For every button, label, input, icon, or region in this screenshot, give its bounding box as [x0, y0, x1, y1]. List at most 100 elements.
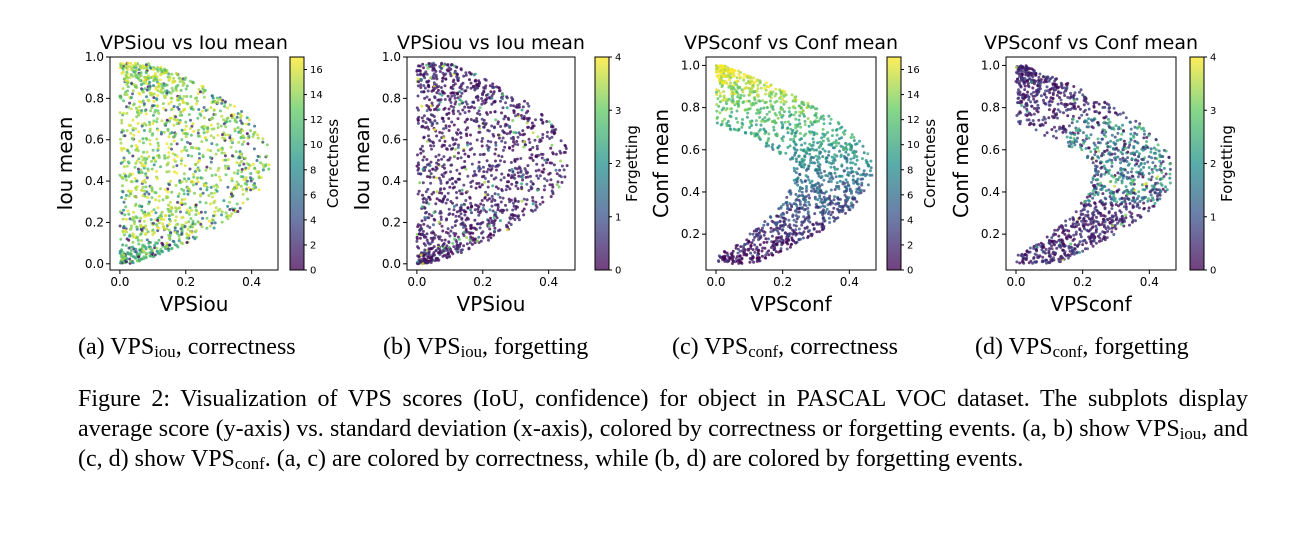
scatter-point: [444, 246, 448, 250]
scatter-point: [156, 251, 160, 255]
scatter-point: [156, 229, 160, 233]
scatter-point: [1078, 227, 1082, 231]
scatter-point: [172, 139, 176, 143]
scatter-point: [501, 148, 505, 152]
scatter-point: [449, 247, 452, 251]
scatter-point: [1037, 106, 1041, 110]
scatter-point: [440, 251, 443, 255]
scatter-point: [739, 70, 742, 74]
scatter-point: [497, 136, 501, 140]
scatter-point: [513, 142, 517, 146]
scatter-point: [730, 92, 734, 96]
scatter-point: [153, 191, 157, 194]
scatter-point: [715, 109, 719, 113]
scatter-point: [767, 237, 770, 241]
scatter-point: [863, 174, 867, 178]
scatter-point: [143, 164, 147, 168]
scatter-point: [192, 172, 196, 176]
scatter-point: [449, 229, 453, 233]
scatter-point: [483, 196, 487, 200]
scatter-point: [816, 171, 820, 175]
scatter-point: [185, 241, 189, 244]
scatter-point: [545, 130, 549, 134]
scatter-point: [722, 106, 725, 110]
scatter-point: [189, 217, 193, 221]
scatter-point: [819, 189, 823, 193]
y-tick-label: 0.8: [85, 91, 104, 105]
scatter-point: [177, 107, 181, 111]
scatter-point: [491, 164, 494, 168]
scatter-point: [466, 154, 470, 158]
scatter-point: [242, 178, 246, 181]
scatter-point: [421, 181, 425, 185]
scatter-point: [241, 134, 245, 138]
scatter-point: [848, 147, 852, 151]
scatter-point: [245, 187, 249, 191]
scatter-point: [1124, 116, 1128, 120]
scatter-point: [1107, 103, 1111, 107]
scatter-point: [150, 133, 154, 137]
scatter-point: [143, 122, 146, 125]
scatter-point: [236, 169, 240, 173]
scatter-point: [514, 114, 518, 118]
scatter-point: [423, 76, 427, 80]
scatter-point: [539, 152, 543, 156]
scatter-point: [223, 100, 227, 104]
scatter-point: [722, 257, 726, 261]
scatter-point: [240, 110, 244, 113]
scatter-point: [454, 100, 458, 104]
scatter-point: [171, 89, 175, 93]
colorbar-tick-label: 12: [907, 115, 920, 126]
scatter-point: [267, 167, 271, 171]
scatter-point: [762, 241, 766, 244]
scatter-point: [768, 94, 772, 98]
scatter-point: [493, 226, 497, 230]
y-tick-label: 0.2: [681, 227, 700, 241]
scatter-point: [503, 160, 506, 164]
scatter-point: [164, 188, 167, 192]
scatter-point: [815, 148, 818, 152]
scatter-point: [209, 134, 213, 138]
scatter-point: [210, 127, 214, 131]
y-tick-label: 0.8: [382, 91, 401, 105]
scatter-point: [447, 207, 451, 211]
scatter-point: [503, 145, 507, 149]
scatter-point: [1093, 153, 1097, 157]
scatter-point: [170, 108, 173, 112]
scatter-point: [1081, 131, 1085, 135]
scatter-point: [754, 119, 758, 123]
scatter-point: [830, 134, 834, 138]
scatter-point: [852, 135, 856, 139]
scatter-point: [477, 165, 481, 168]
scatter-point: [496, 133, 500, 137]
scatter-point: [755, 89, 759, 93]
scatter-point: [1050, 247, 1054, 251]
scatter-point: [800, 157, 804, 161]
scatter-point: [435, 91, 439, 95]
colorbar-label: Correctness: [324, 119, 342, 208]
scatter-point: [758, 138, 762, 141]
scatter-point: [745, 108, 749, 112]
scatter-point: [1147, 155, 1151, 159]
scatter-point: [216, 185, 220, 189]
scatter-point: [140, 124, 144, 128]
scatter-point: [866, 183, 870, 187]
scatter-point: [147, 245, 151, 249]
scatter-point: [1142, 201, 1146, 205]
scatter-point: [496, 208, 500, 212]
scatter-point: [450, 94, 454, 98]
scatter-point: [453, 142, 457, 146]
colorbar-tick-label: 14: [907, 90, 920, 101]
scatter-point: [524, 169, 528, 173]
scatter-point: [434, 202, 438, 206]
scatter-point: [446, 63, 450, 67]
scatter-point: [458, 189, 462, 193]
scatter-point: [802, 215, 806, 219]
scatter-point: [1149, 150, 1153, 154]
scatter-point: [801, 236, 805, 240]
scatter-point: [862, 169, 866, 173]
scatter-point: [802, 230, 806, 234]
scatter-point: [507, 197, 511, 201]
scatter-point: [771, 148, 775, 151]
